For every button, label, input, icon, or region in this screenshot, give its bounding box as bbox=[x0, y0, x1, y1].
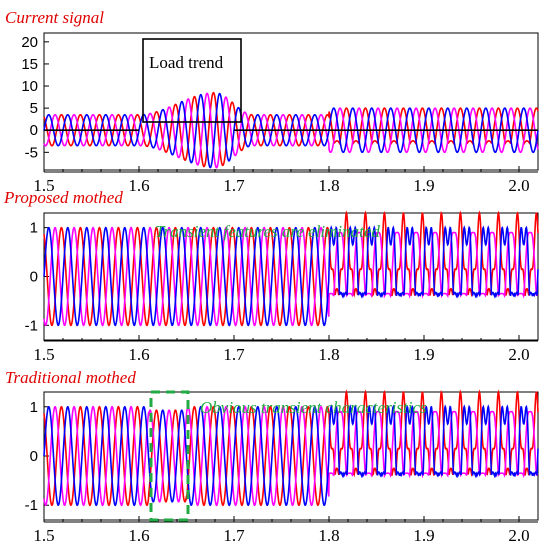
x-tick-label: 1.7 bbox=[223, 526, 245, 545]
phase-a-line bbox=[43, 225, 539, 327]
phase-b-line bbox=[43, 405, 539, 507]
y-tick-label: 0 bbox=[30, 122, 38, 139]
panel3-title: Traditional mothed bbox=[5, 368, 136, 387]
x-tick-label: 1.9 bbox=[413, 526, 434, 545]
x-tick-label: 1.7 bbox=[223, 176, 245, 195]
y-tick-label: 10 bbox=[21, 78, 38, 95]
x-tick-label: 2.0 bbox=[508, 176, 529, 195]
panel2-annotation: Transient features are eliminated bbox=[155, 222, 380, 241]
transient-highlight-box bbox=[149, 390, 190, 522]
y-tick-label: 20 bbox=[21, 34, 38, 51]
panel1-frame bbox=[43, 32, 539, 171]
panel2-title: Proposed mothed bbox=[3, 188, 123, 207]
load-trend-box bbox=[142, 38, 242, 123]
x-tick-label: 1.9 bbox=[413, 345, 434, 364]
phase-c-line bbox=[43, 210, 539, 327]
phase-b-line bbox=[43, 226, 539, 327]
x-tick-label: 1.5 bbox=[33, 176, 54, 195]
x-tick-label: 1.6 bbox=[128, 176, 149, 195]
x-tick-label: 2.0 bbox=[508, 526, 529, 545]
x-tick-label: 1.8 bbox=[318, 176, 339, 195]
x-tick-label: 1.8 bbox=[318, 345, 339, 364]
x-tick-label: 1.7 bbox=[223, 345, 245, 364]
y-tick-label: 5 bbox=[30, 100, 38, 117]
y-tick-label: 1 bbox=[30, 220, 38, 237]
panel2-plot: 1 0 -1 1.5 1.6 1.7 1.8 1.9 2.0 bbox=[25, 210, 539, 364]
y-tick-label: -5 bbox=[25, 144, 38, 161]
panel1-plot: 20 15 10 5 0 -5 1.5 1.6 1.7 1.8 1.9 2.0 bbox=[21, 32, 539, 195]
x-tick-label: 1.5 bbox=[33, 526, 54, 545]
panel3-plot: 1 0 -1 1.5 1.6 1.7 1.8 1.9 2.0 bbox=[25, 389, 539, 545]
y-tick-label: -1 bbox=[25, 317, 38, 334]
load-trend-label: Load trend bbox=[149, 53, 224, 72]
panel1-title: Current signal bbox=[5, 8, 104, 27]
y-tick-label: 15 bbox=[21, 56, 38, 73]
y-tick-label: 1 bbox=[30, 399, 38, 416]
y-tick-label: -1 bbox=[25, 497, 38, 514]
x-tick-label: 1.8 bbox=[318, 526, 339, 545]
x-tick-label: 1.5 bbox=[33, 345, 54, 364]
x-tick-label: 1.9 bbox=[413, 176, 434, 195]
panel3-annotation: Obvious transient characteristics bbox=[200, 398, 427, 417]
phase-a-line bbox=[43, 404, 539, 507]
y-tick-label: 0 bbox=[30, 448, 38, 465]
y-tick-label: 0 bbox=[30, 269, 38, 286]
phase-c-line bbox=[43, 389, 539, 507]
x-tick-label: 1.6 bbox=[128, 345, 149, 364]
x-tick-label: 1.6 bbox=[128, 526, 149, 545]
x-tick-label: 2.0 bbox=[508, 345, 529, 364]
